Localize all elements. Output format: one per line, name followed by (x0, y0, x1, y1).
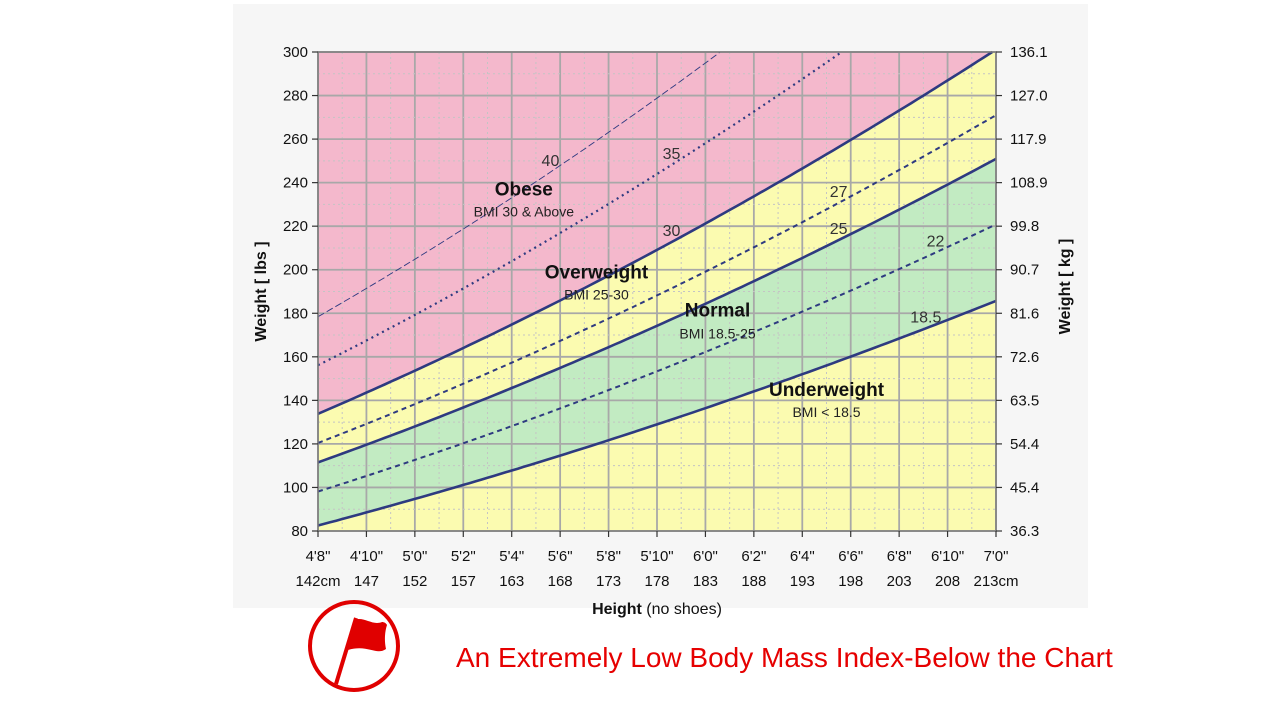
y-tick-label-kg: 127.0 (1010, 88, 1048, 105)
curve-label-35: 35 (663, 146, 681, 163)
bmi-curve-35 (317, 51, 843, 367)
curve-label-27: 27 (830, 184, 848, 201)
bmi-curve-25 (317, 157, 997, 464)
curve-label-22: 22 (927, 234, 945, 251)
y-tick-label-lbs: 260 (283, 131, 308, 148)
zone-title-overweight: Overweight (545, 262, 649, 283)
x-tick-label-cm: 188 (741, 573, 766, 590)
zone-range-underweight: BMI < 18.5 (792, 404, 860, 420)
curve-label-40: 40 (542, 153, 560, 170)
x-tick-label-ft: 7'0" (984, 548, 1009, 565)
x-tick-label-ft: 6'4" (790, 548, 815, 565)
x-tick-label-cm: 198 (838, 573, 863, 590)
x-tick-label-ft: 5'2" (451, 548, 476, 565)
x-axis-title-main: Height (592, 601, 642, 618)
x-tick-label-cm: 147 (354, 573, 379, 590)
caption: An Extremely Low Body Mass Index-Below t… (456, 642, 1113, 673)
y-tick-label-lbs: 120 (283, 436, 308, 453)
x-tick-label-cm: 168 (548, 573, 573, 590)
y-tick-label-kg: 45.4 (1010, 479, 1039, 496)
y-tick-label-kg: 63.5 (1010, 392, 1039, 409)
y-tick-label-kg: 72.6 (1010, 349, 1039, 366)
x-tick-label-ft: 5'8" (596, 548, 621, 565)
y-axis-title-lbs: Weight [ lbs ] (253, 241, 270, 341)
zone-title-underweight: Underweight (769, 380, 885, 401)
y-tick-label-kg: 81.6 (1010, 305, 1039, 322)
x-tick-label-cm: 208 (935, 573, 960, 590)
x-tick-label-cm: 193 (790, 573, 815, 590)
zone-title-normal: Normal (685, 301, 750, 322)
x-tick-label-cm: 178 (644, 573, 669, 590)
bmi-curve-40 (317, 51, 721, 318)
y-tick-label-kg: 90.7 (1010, 262, 1039, 279)
zone-range-normal: BMI 18.5-25 (679, 326, 755, 342)
x-tick-label-ft: 6'0" (693, 548, 718, 565)
x-tick-label-cm: 173 (596, 573, 621, 590)
y-tick-label-kg: 136.1 (1010, 44, 1048, 61)
x-tick-label-cm: 152 (402, 573, 427, 590)
x-axis-title: Height (no shoes) (592, 601, 722, 618)
x-tick-label-ft: 4'10" (350, 548, 383, 565)
y-tick-label-kg: 36.3 (1010, 523, 1039, 540)
y-tick-label-lbs: 240 (283, 175, 308, 192)
x-tick-label-ft: 5'6" (548, 548, 573, 565)
x-tick-label-ft: 6'2" (741, 548, 766, 565)
curve-label-25: 25 (830, 221, 848, 238)
bmi-curve-18.5 (317, 299, 997, 527)
x-tick-label-ft: 6'10" (931, 548, 964, 565)
y-tick-label-kg: 99.8 (1010, 218, 1039, 235)
y-tick-label-lbs: 180 (283, 305, 308, 322)
y-axis-title-kg: Weight [ kg ] (1057, 239, 1074, 335)
y-tick-label-lbs: 200 (283, 262, 308, 279)
y-tick-label-lbs: 80 (291, 523, 308, 540)
x-tick-label-ft: 5'0" (402, 548, 427, 565)
x-tick-label-ft: 6'6" (838, 548, 863, 565)
x-tick-label-ft: 4'8" (306, 548, 331, 565)
y-tick-label-lbs: 220 (283, 218, 308, 235)
x-tick-label-cm: 157 (451, 573, 476, 590)
y-tick-label-lbs: 160 (283, 349, 308, 366)
bmi-curve-27 (317, 114, 997, 444)
x-tick-label-ft: 5'4" (499, 548, 524, 565)
x-tick-label-ft: 6'8" (887, 548, 912, 565)
zone-range-obese: BMI 30 & Above (474, 204, 575, 220)
y-tick-label-kg: 108.9 (1010, 175, 1048, 192)
x-tick-label-cm: 142cm (295, 573, 340, 590)
y-tick-label-kg: 54.4 (1010, 436, 1039, 453)
y-tick-label-lbs: 280 (283, 88, 308, 105)
red-flag-icon (308, 600, 400, 692)
bmi-curve-30 (317, 50, 993, 415)
x-tick-label-cm: 183 (693, 573, 718, 590)
bmi-curve-22 (317, 223, 997, 493)
x-tick-label-cm: 163 (499, 573, 524, 590)
x-tick-label-cm: 213cm (973, 573, 1018, 590)
y-tick-label-lbs: 140 (283, 392, 308, 409)
zone-title-obese: Obese (495, 180, 553, 201)
curve-label-30: 30 (663, 223, 681, 240)
x-tick-label-cm: 203 (887, 573, 912, 590)
x-axis-title-note: (no shoes) (642, 601, 722, 618)
y-tick-label-lbs: 100 (283, 479, 308, 496)
x-tick-label-ft: 5'10" (640, 548, 673, 565)
curve-label-18-5: 18.5 (910, 309, 941, 326)
y-tick-label-kg: 117.9 (1010, 131, 1046, 148)
y-tick-label-lbs: 300 (283, 44, 308, 61)
zone-range-overweight: BMI 25-30 (564, 286, 629, 302)
